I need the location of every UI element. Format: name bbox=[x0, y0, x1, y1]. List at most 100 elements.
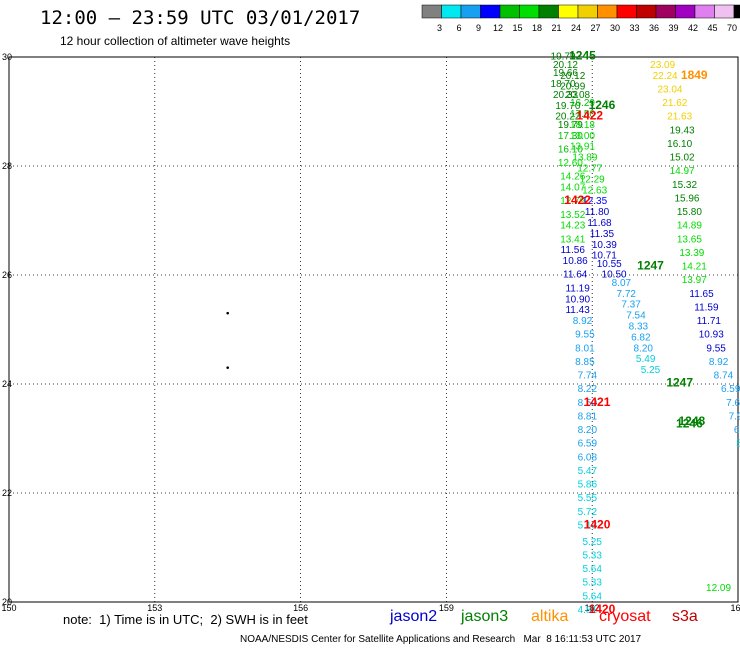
wave-height-value: 5. bbox=[736, 439, 740, 450]
wave-height-value: 19.66 bbox=[553, 68, 578, 79]
wave-height-value: 11.56 bbox=[561, 245, 586, 256]
wave-height-value: 8.74 bbox=[714, 371, 734, 382]
wave-height-value: 20.08 bbox=[565, 90, 590, 101]
wave-height-value: 23.04 bbox=[657, 84, 682, 95]
lon-tick-label: 153 bbox=[147, 603, 162, 613]
colorbar-swatch bbox=[499, 4, 520, 19]
wave-height-value: 19.70 bbox=[555, 101, 580, 112]
colorbar-swatch bbox=[480, 4, 501, 19]
observation-dot bbox=[226, 311, 229, 315]
wave-height-value: 12.79 bbox=[560, 196, 585, 207]
wave-height-value: 11.65 bbox=[689, 289, 714, 300]
wave-height-value: 13.89 bbox=[572, 153, 597, 164]
lon-tick-label: 150 bbox=[1, 603, 16, 613]
wave-height-value: 10.50 bbox=[602, 270, 627, 281]
wave-height-value: 5.33 bbox=[582, 550, 602, 561]
wave-height-value: 15.32 bbox=[672, 180, 697, 191]
wave-height-value: 15.80 bbox=[677, 207, 702, 218]
wave-height-value: 4.81 bbox=[578, 605, 598, 616]
wave-height-value: 11.19 bbox=[565, 283, 590, 294]
wave-height-value: 7.9 bbox=[729, 411, 740, 422]
wave-height-value: 16.29 bbox=[570, 98, 595, 109]
wave-height-value: 11.64 bbox=[563, 270, 588, 281]
wave-height-value: 14.23 bbox=[560, 221, 585, 232]
wave-height-value: 8.81 bbox=[578, 411, 598, 422]
colorbar-label: 21 bbox=[551, 23, 561, 33]
wave-height-value: 9.55 bbox=[706, 343, 726, 354]
colorbar-swatch bbox=[538, 4, 559, 19]
legend-altika: altika bbox=[531, 608, 569, 625]
wave-height-value: 7.37 bbox=[621, 300, 641, 311]
wave-height-value: 18.18 bbox=[570, 120, 595, 131]
map-frame bbox=[8, 56, 739, 603]
wave-height-value: 6.59 bbox=[721, 384, 740, 395]
wave-height-value: 5.49 bbox=[636, 354, 656, 365]
credit-footer: NOAA/NESDIS Center for Satellite Applica… bbox=[240, 634, 642, 645]
pass-time-label: 1849 bbox=[681, 68, 708, 82]
wave-height-value: 11.43 bbox=[565, 305, 590, 316]
wave-height-value: 8.92 bbox=[709, 357, 729, 368]
wave-height-value: 20.99 bbox=[560, 82, 585, 93]
wave-height-value: 21.62 bbox=[662, 98, 687, 109]
colorbar-label: 45 bbox=[707, 23, 717, 33]
colorbar-label: 42 bbox=[688, 23, 698, 33]
wave-height-value: 8.33 bbox=[629, 322, 649, 333]
page-title: 12:00 – 23:59 UTC 03/01/2017 bbox=[40, 7, 361, 29]
wave-height-value: 15.96 bbox=[674, 193, 699, 204]
wave-height-value: 11.59 bbox=[694, 302, 719, 313]
colorbar-swatch bbox=[616, 4, 637, 19]
wave-height-value: 11.80 bbox=[585, 207, 610, 218]
legend-cryosat: cryosat bbox=[599, 608, 651, 625]
wave-height-value: 7.74 bbox=[578, 371, 598, 382]
wave-height-value: 21.63 bbox=[667, 112, 692, 123]
pass-time-label: 1246 bbox=[589, 98, 616, 112]
colorbar-label: 30 bbox=[610, 23, 620, 33]
wave-height-value: 17.30 bbox=[558, 131, 583, 142]
wave-height-value: 6. bbox=[734, 425, 740, 436]
colorbar-swatch bbox=[558, 4, 579, 19]
colorbar-swatch bbox=[441, 4, 462, 19]
pass-time-label: 1245 bbox=[569, 49, 596, 63]
pass-time-label: 1420 bbox=[584, 517, 611, 531]
wave-height-value: 8.22 bbox=[578, 384, 598, 395]
lon-tick-label: 165 bbox=[730, 603, 740, 613]
wave-height-value: 23.09 bbox=[650, 60, 675, 71]
wave-height-value: 8.85 bbox=[575, 357, 595, 368]
wave-height-value: 8.20 bbox=[633, 343, 653, 354]
lat-tick-label: 28 bbox=[2, 161, 12, 171]
wave-height-value: 10.55 bbox=[597, 259, 622, 270]
wave-height-value: 14.21 bbox=[682, 262, 707, 273]
wave-height-value: 6.82 bbox=[631, 332, 651, 343]
colorbar-swatch bbox=[733, 4, 740, 19]
colorbar-label: 18 bbox=[532, 23, 542, 33]
lat-tick-label: 26 bbox=[2, 270, 12, 280]
wave-height-value: 11.68 bbox=[587, 218, 612, 229]
wave-height-value: 19.43 bbox=[670, 125, 695, 136]
observation-dot bbox=[226, 366, 229, 369]
pass-time-label: 1246 bbox=[676, 417, 703, 431]
legend-jason2: jason2 bbox=[390, 608, 438, 625]
pass-time-label: 1248 bbox=[678, 414, 705, 428]
wave-height-value: 10.39 bbox=[592, 240, 617, 251]
wave-height-value: 20.22 bbox=[555, 112, 580, 123]
wave-height-value: 6.59 bbox=[578, 439, 598, 450]
colorbar-swatch bbox=[519, 4, 540, 19]
colorbar-label: 3 bbox=[437, 23, 442, 33]
wave-height-value: 20.33 bbox=[553, 90, 578, 101]
wave-height-value: 13.65 bbox=[677, 234, 702, 245]
lat-tick-label: 30 bbox=[2, 52, 12, 62]
units-note: note: 1) Time is in UTC; 2) SWH is in fe… bbox=[63, 612, 308, 627]
wave-height-value: 8.07 bbox=[612, 278, 632, 289]
wave-height-value: 14.97 bbox=[670, 166, 695, 177]
wave-height-value: 5.13 bbox=[578, 520, 598, 531]
lat-tick-label: 20 bbox=[2, 597, 12, 607]
colorbar-swatch bbox=[577, 4, 598, 19]
wave-height-value: 7.6 bbox=[726, 398, 740, 409]
lon-tick-label: 162 bbox=[585, 603, 600, 613]
wave-height-value: 12.63 bbox=[582, 185, 607, 196]
wave-height-value: 13.97 bbox=[682, 275, 707, 286]
wave-height-value: 20.12 bbox=[560, 71, 585, 82]
wave-height-value: 5.25 bbox=[641, 365, 661, 376]
wave-height-value: 13.41 bbox=[560, 234, 585, 245]
wave-height-value: 14.89 bbox=[677, 221, 702, 232]
